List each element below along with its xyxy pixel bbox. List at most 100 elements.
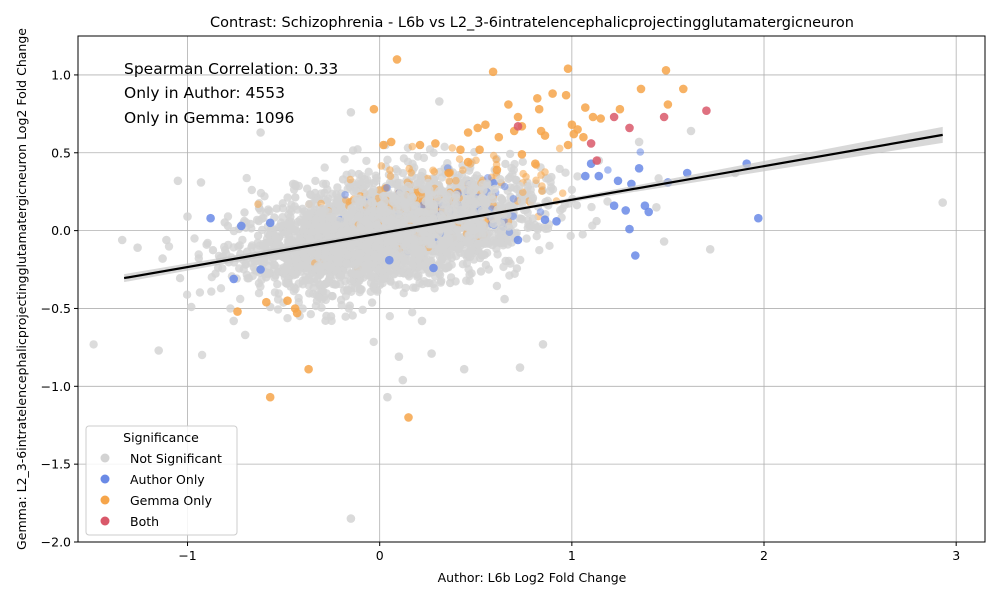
point-gemma-only <box>615 104 625 114</box>
point-gemma-only <box>531 159 540 168</box>
x-axis-label: Author: L6b Log2 Fold Change <box>438 570 627 585</box>
cloud-point <box>338 175 348 184</box>
cloud-point <box>573 172 582 181</box>
legend-box <box>85 425 238 536</box>
point-not-significant <box>158 254 167 263</box>
cloud-point <box>395 268 405 278</box>
cloud-point <box>444 207 453 216</box>
point-both <box>586 139 596 148</box>
point-author-only <box>625 224 634 234</box>
cloud-point <box>333 183 342 192</box>
point-author-only <box>429 263 438 273</box>
cloud-point <box>342 225 351 234</box>
point-author-only <box>581 171 590 181</box>
cloud-point <box>328 292 337 301</box>
cloud-point <box>400 218 409 227</box>
cloud-point <box>438 200 447 209</box>
cloud-point <box>221 245 230 255</box>
point-not-significant <box>394 352 404 362</box>
cloud-point <box>401 203 411 213</box>
point-author-only <box>631 251 640 260</box>
point-not-significant <box>383 392 392 402</box>
cloud-point <box>430 210 439 219</box>
cloud-point <box>592 216 601 226</box>
point-gemma-only <box>513 112 523 122</box>
point-gemma-only <box>379 140 388 150</box>
cloud-point <box>367 298 377 307</box>
cloud-point <box>547 183 556 192</box>
annotation-author-only: Only in Author: 4553 <box>124 84 285 102</box>
cloud-point <box>435 258 444 268</box>
cloud-point <box>321 248 330 257</box>
cloud-colored-point <box>532 176 540 185</box>
cloud-point <box>356 224 365 233</box>
cloud-point <box>436 278 445 287</box>
cloud-point <box>235 241 244 250</box>
point-author-only <box>634 164 644 173</box>
cloud-point <box>477 206 486 215</box>
point-author-only <box>206 213 215 223</box>
point-not-significant <box>202 240 211 249</box>
cloud-point <box>424 193 433 203</box>
point-not-significant <box>256 128 265 137</box>
cloud-point <box>332 244 341 253</box>
cloud-point <box>383 155 392 164</box>
cloud-point <box>465 276 474 286</box>
cloud-point <box>447 253 456 263</box>
cloud-point <box>247 185 256 195</box>
cloud-point <box>423 279 432 288</box>
cloud-point <box>406 214 415 224</box>
cloud-point <box>479 185 488 195</box>
cloud-point <box>190 234 199 243</box>
cloud-point <box>391 252 400 261</box>
point-not-significant <box>173 176 183 186</box>
legend-marker-both <box>100 516 110 526</box>
cloud-point <box>429 201 439 210</box>
cloud-point <box>349 202 359 211</box>
cloud-point <box>311 220 320 229</box>
cloud-point <box>305 289 314 298</box>
cloud-point <box>654 174 663 183</box>
cloud-point <box>256 206 265 215</box>
point-gemma-only <box>392 55 402 64</box>
cloud-point <box>358 305 367 314</box>
cloud-point <box>332 254 341 263</box>
cloud-point <box>501 159 510 169</box>
point-both <box>659 112 669 122</box>
cloud-point <box>293 217 303 226</box>
cloud-point <box>376 254 385 263</box>
cloud-point <box>353 194 363 203</box>
cloud-point <box>496 175 505 184</box>
point-not-significant <box>459 364 469 374</box>
cloud-point <box>354 212 363 221</box>
point-gemma-only <box>456 145 465 154</box>
cloud-point <box>488 195 497 204</box>
cloud-point <box>195 288 205 297</box>
cloud-point <box>503 240 512 249</box>
cloud-point <box>297 261 306 270</box>
point-gemma-only <box>444 168 454 178</box>
cloud-point <box>348 226 358 236</box>
annotation-spearman: Spearman Correlation: 0.33 <box>124 60 338 78</box>
cloud-point <box>466 189 475 198</box>
cloud-point <box>411 180 421 189</box>
cloud-point <box>218 264 227 273</box>
cloud-point <box>380 216 389 225</box>
cloud-point <box>274 289 283 298</box>
cloud-point <box>356 285 365 294</box>
cloud-point <box>496 238 505 247</box>
point-not-significant <box>183 212 192 221</box>
point-gemma-only <box>563 64 573 73</box>
point-gemma-only <box>463 128 473 137</box>
cloud-point <box>341 213 351 222</box>
cloud-point <box>522 234 531 243</box>
cloud-point <box>543 224 553 233</box>
point-author-only <box>621 206 630 215</box>
cloud-point <box>535 246 544 255</box>
cloud-point <box>269 264 279 273</box>
cloud-point <box>242 173 251 183</box>
cloud-point <box>389 269 399 278</box>
cloud-point <box>469 208 479 217</box>
regression-line <box>123 133 943 280</box>
cloud-point <box>283 258 292 267</box>
